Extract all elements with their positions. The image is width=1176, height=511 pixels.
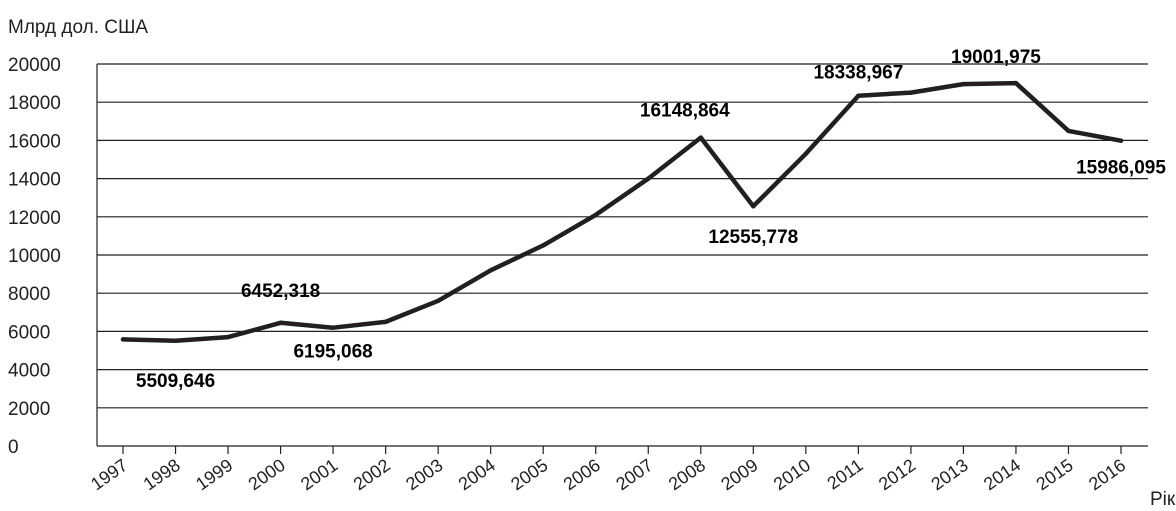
x-tick-label: 2015 [1032, 455, 1076, 494]
data-point [120, 337, 126, 342]
x-tick-label: 2001 [297, 455, 341, 494]
x-tick-label: 2011 [823, 455, 866, 494]
x-tick-label: 1997 [87, 455, 131, 494]
x-tick-label: 1998 [140, 455, 184, 494]
data-label: 12555,778 [708, 227, 798, 248]
y-tick-label: 2000 [8, 399, 50, 420]
data-point [803, 151, 809, 156]
series-line-0 [120, 80, 1124, 344]
y-tick-label: 8000 [8, 284, 50, 305]
x-tick-label: 2005 [507, 455, 551, 494]
y-tick-label: 0 [8, 437, 19, 458]
data-point [646, 176, 651, 181]
data-label: 6195,068 [293, 342, 372, 363]
data-label: 5509,646 [136, 371, 215, 392]
x-axis-ticks: 1997 1998 1999 2000 2001 2002 2003 2004 2005 2006… [87, 446, 1129, 494]
x-tick-label: 2014 [980, 455, 1024, 494]
data-label: 16148,864 [640, 101, 730, 122]
y-tick-label: 14000 [8, 170, 61, 191]
data-point [1013, 80, 1019, 86]
y-tick-label: 16000 [8, 131, 61, 152]
data-point [435, 298, 441, 304]
data-label: 19001,975 [951, 47, 1041, 68]
data-point [751, 203, 756, 209]
data-label: 6452,318 [241, 281, 320, 302]
data-point [1118, 138, 1124, 143]
data-label: 15986,095 [1076, 158, 1166, 179]
y-tick-label: 4000 [8, 361, 50, 382]
x-tick-label: 2008 [665, 455, 709, 494]
data-label: 18338,967 [813, 63, 903, 84]
data-point [225, 334, 231, 340]
data-point [1066, 128, 1071, 134]
x-tick-label: 2006 [560, 455, 604, 494]
data-point [541, 243, 546, 248]
y-tick-label: 6000 [8, 322, 50, 343]
gridlines [96, 63, 1148, 447]
series-group [120, 80, 1124, 344]
x-tick-label: 2016 [1085, 455, 1129, 494]
x-tick-label: 2012 [875, 455, 919, 494]
x-axis-title: Рік [1150, 489, 1176, 510]
x-tick-label: 2002 [350, 455, 394, 494]
x-tick-label: 2010 [770, 455, 814, 494]
data-labels: 5509,646 6452,318 6195,068 16148,864 12555,7… [136, 47, 1166, 392]
data-point [856, 93, 861, 98]
y-tick-label: 20000 [8, 55, 61, 76]
data-point [383, 319, 388, 325]
x-tick-label: 2003 [402, 455, 446, 494]
y-tick-label: 12000 [8, 208, 61, 229]
x-tick-label: 2013 [927, 455, 971, 494]
x-tick-label: 2009 [717, 455, 761, 494]
y-tick-label: 10000 [8, 246, 61, 267]
data-point [908, 90, 914, 95]
x-tick-label: 2007 [612, 455, 656, 494]
data-point [488, 268, 493, 273]
data-point [698, 135, 703, 140]
data-point [173, 338, 178, 343]
x-tick-label: 1999 [192, 455, 236, 494]
data-point [278, 320, 283, 325]
x-tick-label: 2004 [455, 455, 499, 494]
data-point [330, 325, 336, 330]
y-tick-label: 18000 [8, 93, 61, 114]
y-axis-ticks: 0 2000 4000 6000 8000 10000 12000 14000 16000 180… [8, 55, 61, 458]
data-point [961, 81, 966, 87]
x-tick-label: 2000 [245, 455, 289, 494]
data-point [593, 212, 598, 218]
y-axis-title: Млрд дол. США [8, 17, 148, 38]
